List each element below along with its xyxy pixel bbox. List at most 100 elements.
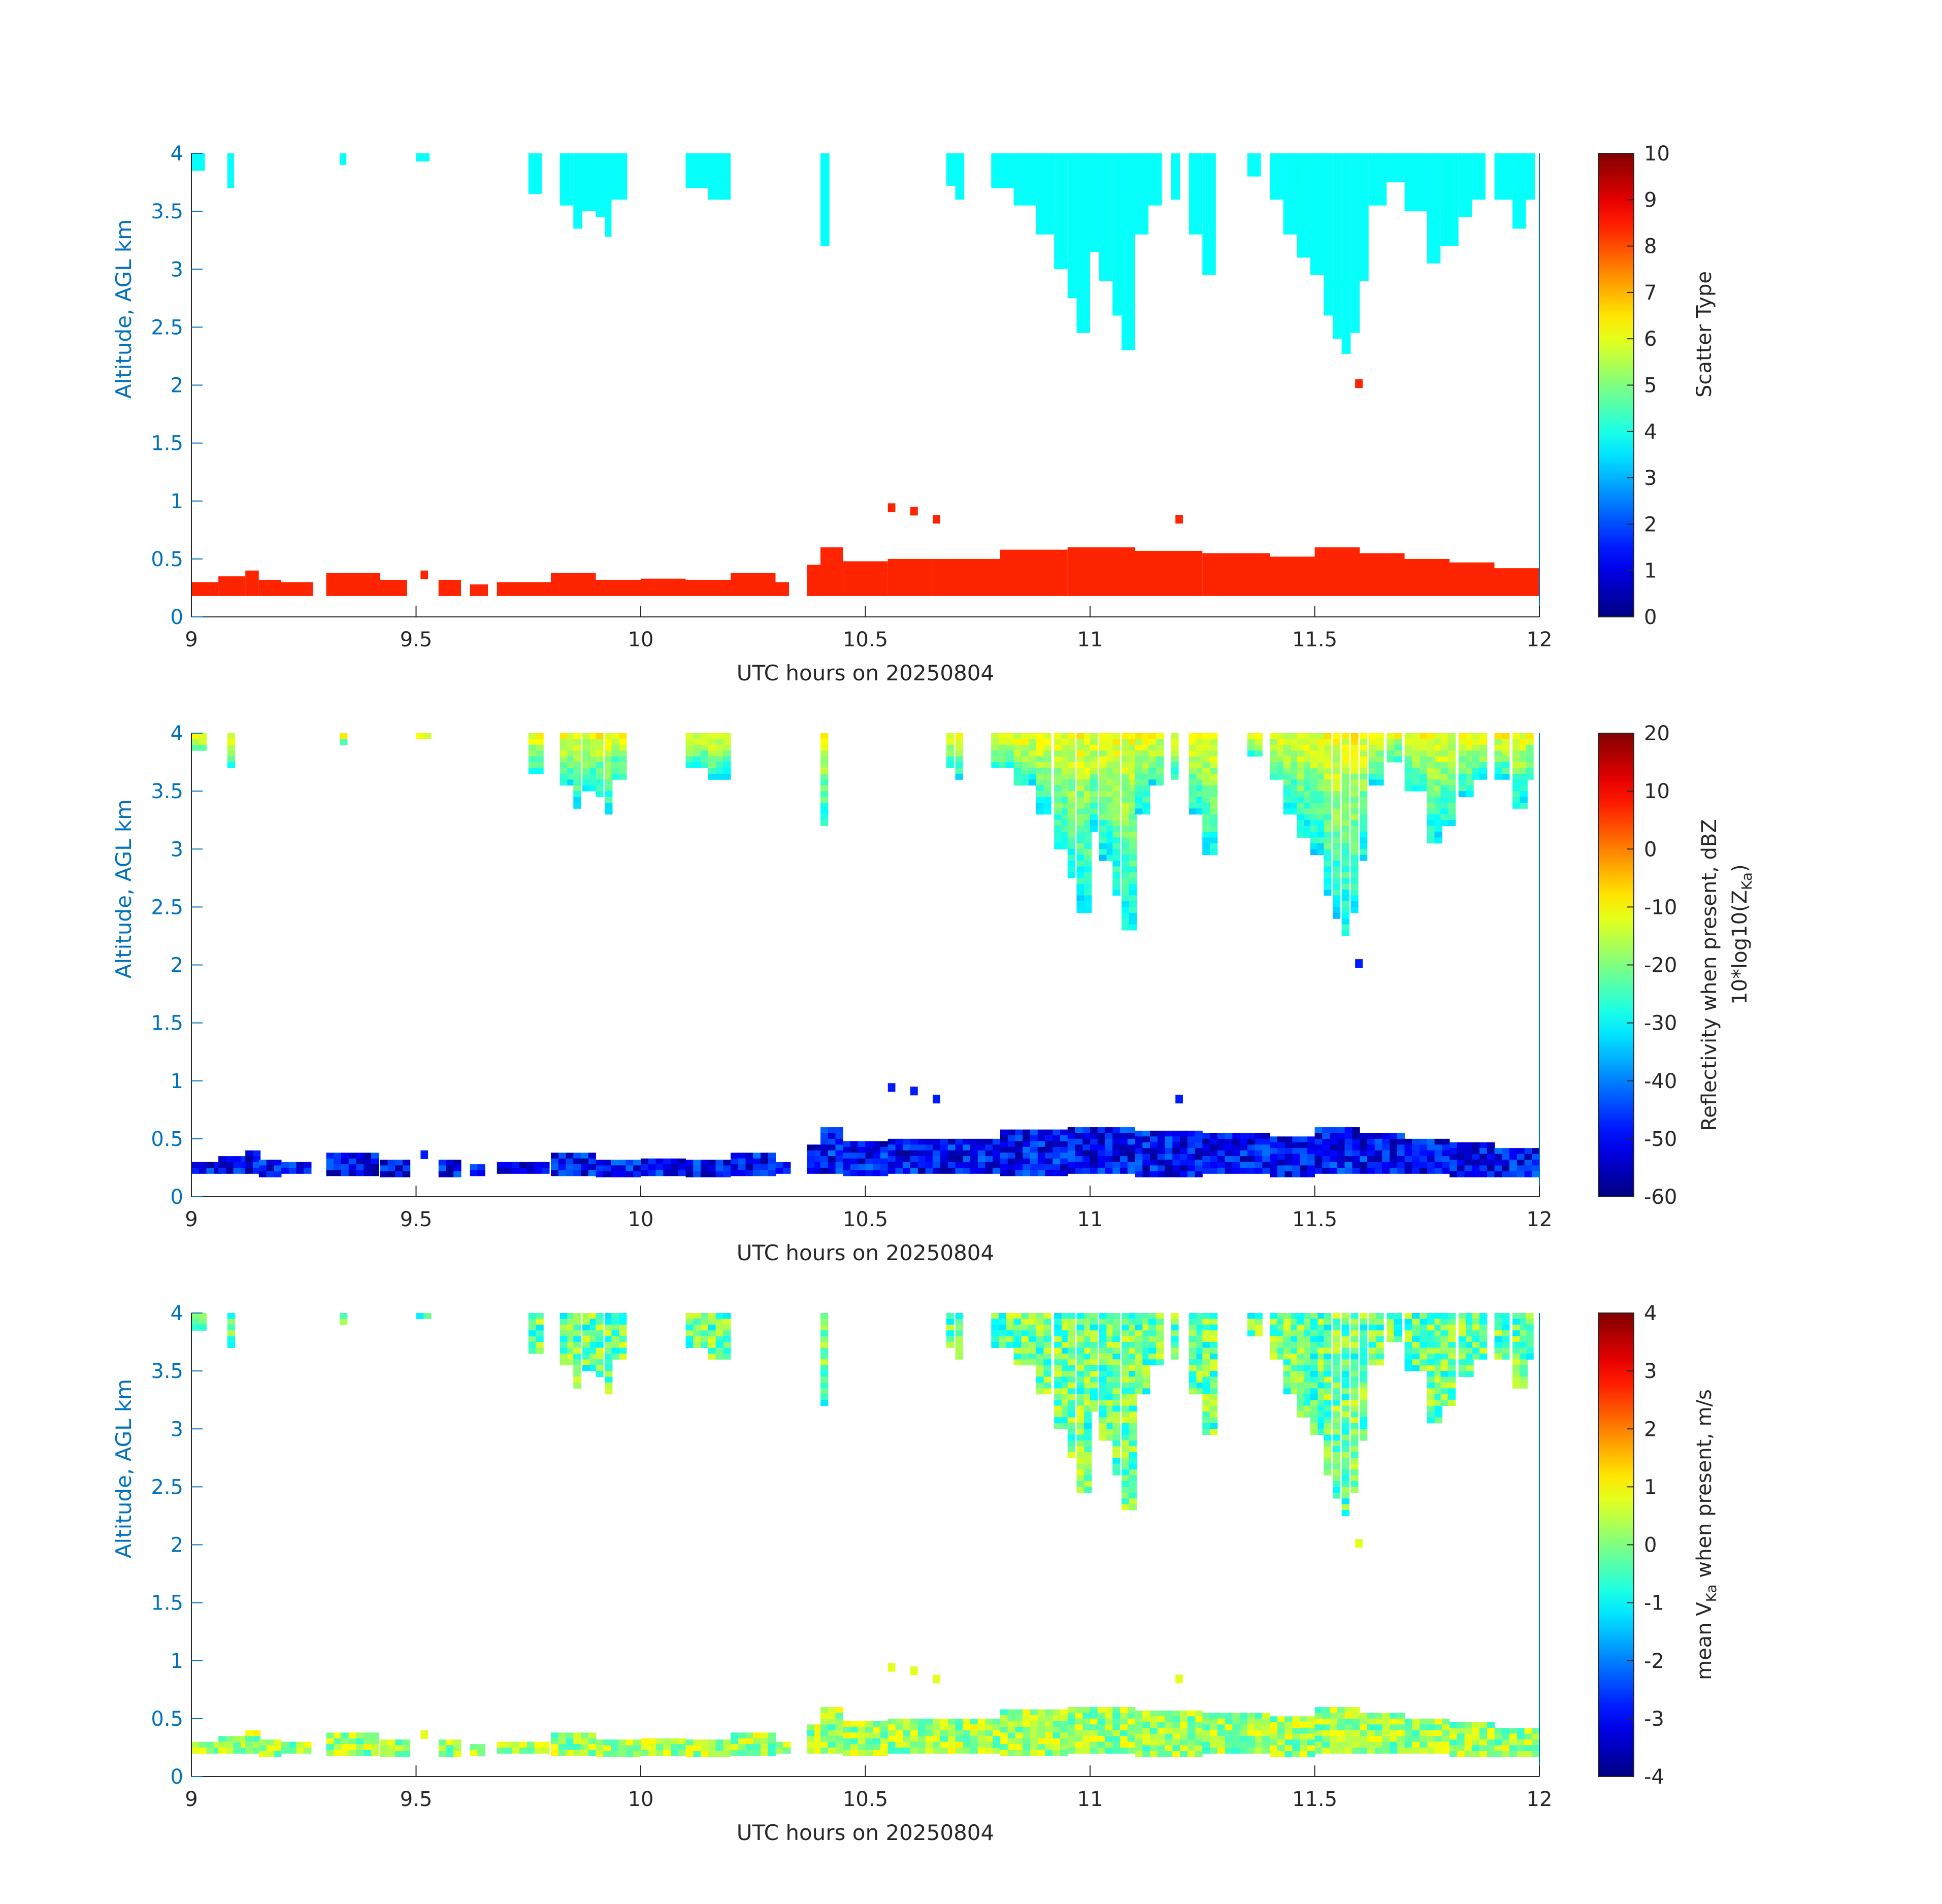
surface-cell xyxy=(1374,1724,1383,1731)
cloud-cell xyxy=(955,1336,963,1342)
cloud-cell xyxy=(582,756,590,763)
cloud-cell xyxy=(199,744,207,751)
cloud-cell xyxy=(1512,791,1521,798)
surface-cell xyxy=(865,1721,873,1727)
surface-cell xyxy=(858,1158,866,1165)
surface-cell xyxy=(603,1739,611,1746)
cloud-cell xyxy=(1360,837,1368,844)
cloud-cell xyxy=(1310,1319,1318,1325)
cloud-cell xyxy=(1332,883,1341,890)
surface-cell xyxy=(1255,1718,1263,1725)
cloud-cell xyxy=(820,768,829,774)
surface-cell xyxy=(1150,1148,1158,1155)
cloud-cell xyxy=(1121,820,1130,827)
surface-cell xyxy=(970,1150,978,1157)
x-tick-label: 11.5 xyxy=(1292,628,1337,651)
surface-cell xyxy=(245,1742,253,1748)
cloud-cell xyxy=(1054,762,1062,768)
cloud-cell xyxy=(1148,733,1157,739)
surface-cell xyxy=(1502,1165,1510,1172)
cloud-cell xyxy=(1472,768,1480,774)
surface-cell xyxy=(1270,1154,1278,1160)
cloud-cell xyxy=(589,744,598,751)
cloud-cell xyxy=(1304,1324,1312,1331)
cloud-cell xyxy=(1434,820,1442,827)
surface-cell xyxy=(1217,1150,1225,1157)
cloud-cell xyxy=(1494,1336,1502,1342)
cloud-cell xyxy=(1283,773,1291,780)
surface-cell xyxy=(947,1138,956,1145)
surface-cell xyxy=(1532,1745,1540,1752)
cloud-cell xyxy=(1341,895,1349,902)
cloud-cell xyxy=(596,779,604,786)
cloud-cell xyxy=(1036,1388,1044,1395)
surface-cell xyxy=(1180,1716,1188,1723)
cloud-cell xyxy=(1448,808,1456,815)
surface-cell xyxy=(258,1751,267,1757)
surface-cell xyxy=(1037,1153,1045,1159)
cloud-cell xyxy=(1156,1353,1164,1360)
surface-cell xyxy=(588,1744,596,1751)
surface-cell xyxy=(1210,1736,1218,1743)
cloud-cell xyxy=(1061,1388,1070,1395)
surface-cell xyxy=(1344,1747,1353,1754)
surface-cell xyxy=(671,1164,679,1171)
surface-cell xyxy=(1045,1750,1053,1756)
surface-cell xyxy=(648,1158,656,1165)
surface-cell xyxy=(1060,1146,1068,1153)
cloud-cell xyxy=(991,733,999,739)
surface-cell xyxy=(1127,1162,1135,1168)
surface-cell xyxy=(304,1747,312,1754)
surface-cell xyxy=(814,1724,822,1731)
surface-cell xyxy=(1352,1167,1360,1174)
surface-cell xyxy=(274,1165,282,1172)
surface-cell xyxy=(387,1751,396,1757)
cloud-cell xyxy=(1121,1498,1130,1505)
cloud-cell xyxy=(1324,866,1332,873)
surface-cell xyxy=(566,1158,574,1165)
cloud-cell xyxy=(1067,1324,1075,1331)
surface-cell xyxy=(753,1164,761,1171)
cloud-cell xyxy=(1054,744,1062,751)
surface-cell xyxy=(873,1721,881,1727)
cloud-cell xyxy=(582,1324,590,1331)
cloud-cell xyxy=(1021,779,1029,786)
surface-cell xyxy=(1195,1159,1203,1166)
cloud-cell xyxy=(1076,1394,1084,1400)
surface-cell xyxy=(835,1707,843,1713)
surface-cell xyxy=(274,1159,282,1166)
cloud-cell xyxy=(1196,1376,1204,1383)
cloud-cell xyxy=(1036,779,1044,786)
cloud-cell xyxy=(693,756,701,763)
cloud-cell xyxy=(589,1348,598,1354)
surface-cell xyxy=(1075,1127,1083,1133)
surface-cell xyxy=(940,1150,948,1157)
surface-cell xyxy=(1494,1171,1502,1177)
cloud-cell xyxy=(1189,762,1197,768)
cloud-cell xyxy=(1283,1353,1291,1360)
surface-cell xyxy=(1030,1170,1038,1176)
cloud-cell xyxy=(1099,855,1107,861)
cloud-cell xyxy=(1332,855,1341,861)
surface-cell xyxy=(1434,1724,1442,1731)
cloud-cell xyxy=(1067,1376,1075,1383)
surface-cell xyxy=(1532,1148,1540,1155)
surface-cell xyxy=(1172,1148,1180,1155)
cloud-cell xyxy=(1076,1463,1084,1470)
cloud-cell xyxy=(1520,1359,1528,1366)
cloud-cell xyxy=(999,750,1007,757)
cloud-cell xyxy=(1013,1342,1022,1348)
cloud-cell xyxy=(820,773,829,780)
cloud-cell xyxy=(1283,1324,1291,1331)
surface-cell xyxy=(1457,1165,1465,1172)
surface-cell xyxy=(1030,1750,1038,1756)
cloud-cell xyxy=(1318,1324,1326,1331)
cloud-cell xyxy=(1351,866,1359,873)
cloud-cell xyxy=(536,756,544,763)
cloud-cell xyxy=(1129,855,1137,861)
surface-cell xyxy=(1322,1133,1330,1139)
surface-cell xyxy=(1060,1141,1068,1147)
colorbar-tick-label: -20 xyxy=(1644,954,1677,977)
surface-cell xyxy=(252,1730,261,1736)
surface-cell xyxy=(1404,1724,1412,1731)
